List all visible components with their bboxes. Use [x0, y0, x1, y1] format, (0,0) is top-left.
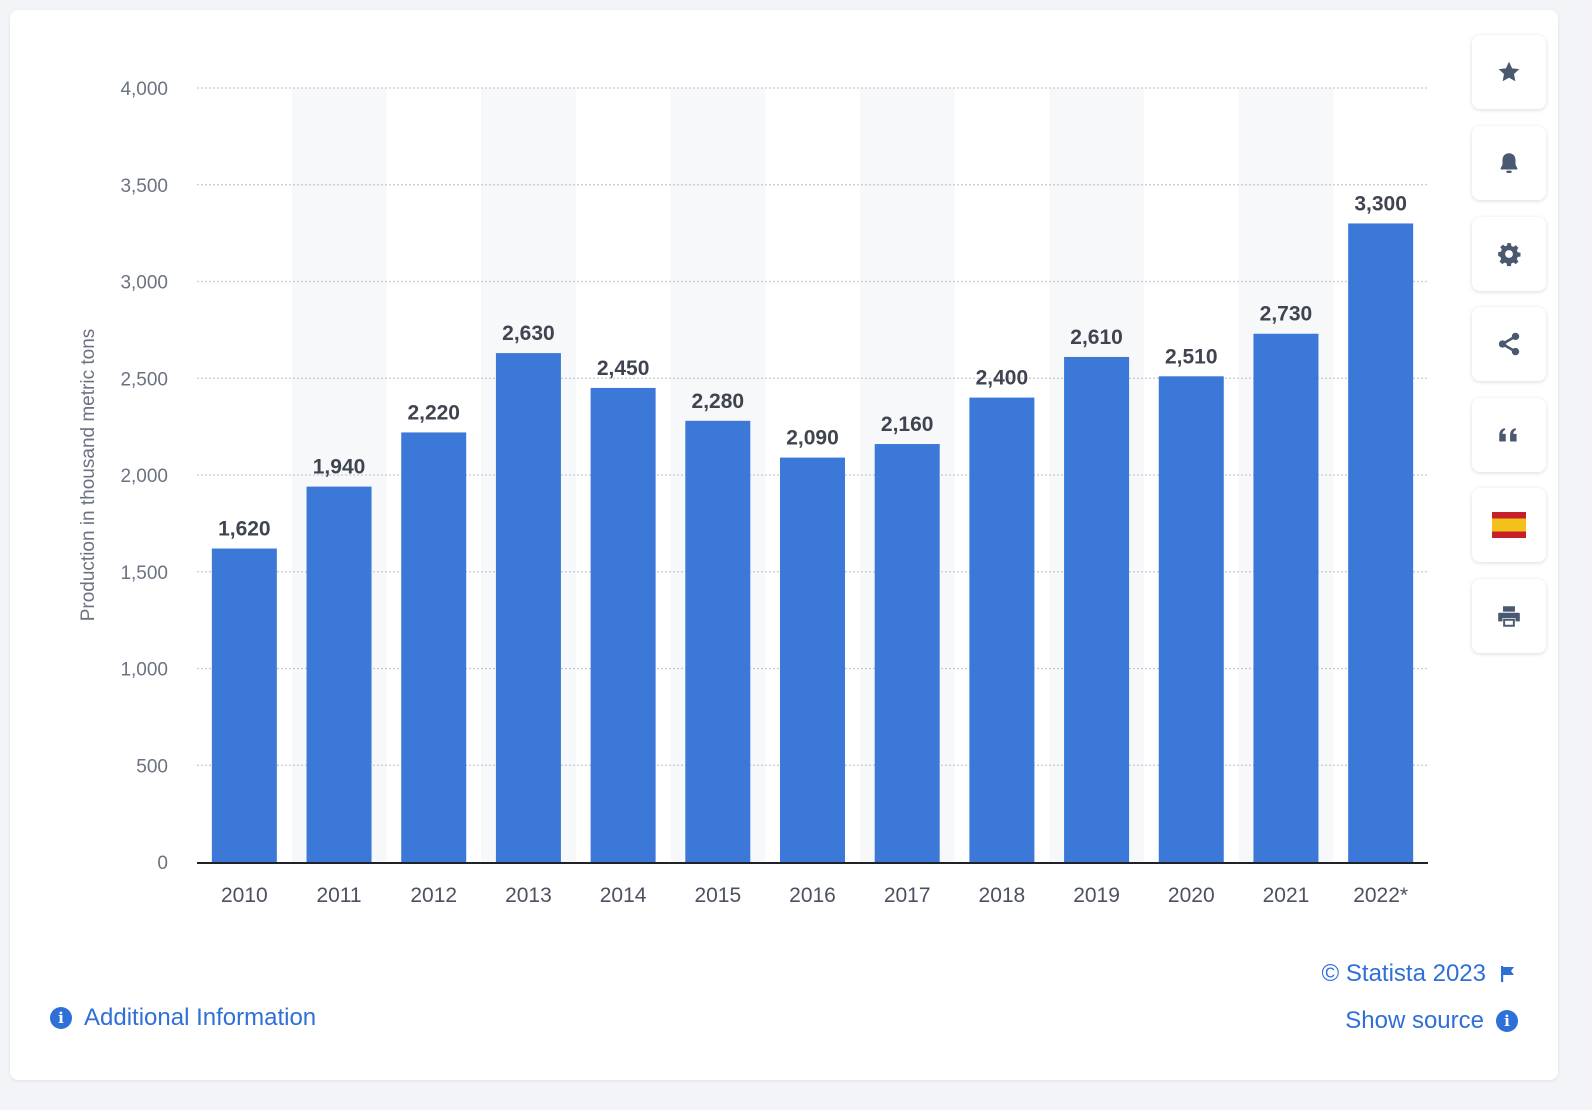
show-source-link[interactable]: Show source i [1345, 1007, 1518, 1035]
bar-2012 [401, 432, 467, 862]
bar-chart: 0 500 1,000 1,500 2,000 2,500 3,000 3,500 4,000 P… [78, 79, 1428, 907]
bar-2015 [685, 420, 751, 862]
x-tick-label: 2010 [221, 884, 268, 907]
y-tick-label: 500 [136, 756, 168, 777]
y-tick-label: 3,500 [120, 176, 168, 197]
chart-card: 0 500 1,000 1,500 2,000 2,500 3,000 3,500 4,000 P… [10, 10, 1558, 1080]
share-icon [1498, 332, 1520, 356]
data-label: 1,940 [313, 456, 366, 479]
bar-2017 [874, 444, 940, 862]
source-info-icon: i [1496, 1010, 1518, 1032]
y-tick-label: 3,000 [120, 273, 168, 294]
data-label: 2,630 [502, 322, 555, 345]
print-icon [1498, 606, 1520, 627]
print-button[interactable] [1472, 579, 1546, 653]
language-button[interactable] [1472, 488, 1546, 562]
x-tick-label: 2020 [1168, 884, 1215, 907]
y-tick-label: 2,000 [120, 466, 168, 487]
y-axis-title: Production in thousand metric tons [78, 329, 99, 622]
additional-information-link[interactable]: i Additional Information [50, 1004, 316, 1032]
y-tick-label: 0 [157, 853, 168, 874]
data-label: 2,450 [597, 357, 650, 380]
data-label: 3,300 [1354, 192, 1407, 215]
x-tick-label: 2019 [1073, 884, 1120, 907]
bar-2016 [780, 457, 845, 862]
x-tick-label: 2016 [789, 884, 836, 907]
bar-2010 [211, 548, 277, 862]
y-tick-label: 1,500 [120, 563, 168, 584]
data-label: 2,610 [1070, 326, 1123, 349]
settings-button[interactable] [1472, 217, 1546, 291]
additional-information-label: Additional Information [84, 1004, 317, 1031]
x-tick-label: 2012 [410, 884, 457, 907]
x-tick-label: 2013 [505, 884, 552, 907]
x-tick-label: 2017 [884, 884, 931, 907]
data-label: 1,620 [218, 518, 271, 541]
x-tick-label: 2014 [600, 884, 647, 907]
copyright-label: © Statista 2023 [1321, 960, 1486, 987]
y-tick-label: 4,000 [120, 79, 168, 100]
statista-copyright-link[interactable]: © Statista 2023 [1322, 960, 1516, 988]
bar-2022 [1348, 223, 1414, 862]
cite-button[interactable] [1472, 398, 1546, 472]
data-label: 2,090 [786, 427, 839, 450]
data-label: 2,220 [407, 401, 460, 424]
x-tick-label: 2022* [1353, 884, 1408, 907]
bar-2021 [1253, 333, 1319, 862]
notification-button[interactable] [1472, 126, 1546, 200]
show-source-label: Show source [1345, 1007, 1484, 1034]
bar-2011 [306, 486, 372, 862]
x-tick-label: 2015 [694, 884, 741, 907]
x-tick-label: 2018 [979, 884, 1026, 907]
flag-icon [1501, 966, 1514, 982]
quote-icon [1499, 428, 1517, 442]
y-tick-label: 1,000 [120, 660, 168, 681]
bar-2018 [969, 397, 1035, 862]
data-label: 2,730 [1260, 303, 1313, 326]
bar-2014 [590, 387, 656, 862]
data-label: 2,280 [692, 390, 745, 413]
data-label: 2,510 [1165, 345, 1218, 368]
bar-2013 [495, 353, 561, 862]
info-icon: i [50, 1007, 72, 1029]
y-tick-label: 2,500 [120, 369, 168, 390]
x-tick-label: 2021 [1263, 884, 1310, 907]
bell-icon [1500, 153, 1518, 173]
gear-icon [1498, 243, 1521, 267]
data-label: 2,160 [881, 413, 934, 436]
bar-2019 [1064, 356, 1130, 862]
x-tick-label: 2011 [316, 884, 361, 907]
bar-2020 [1158, 376, 1224, 862]
share-button[interactable] [1472, 307, 1546, 381]
spain-flag-icon [1492, 512, 1526, 538]
star-icon [1498, 61, 1520, 82]
data-label: 2,400 [976, 367, 1029, 390]
favorite-button[interactable] [1472, 35, 1546, 109]
